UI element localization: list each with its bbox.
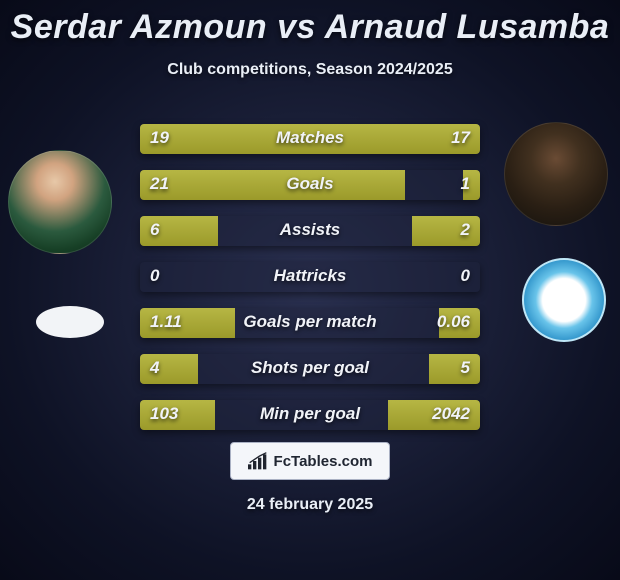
metric-value-left: 4 bbox=[150, 358, 159, 378]
metric-row: Goals21 1 bbox=[140, 170, 480, 200]
metric-value-right: 0 bbox=[461, 266, 470, 286]
comparison-card: Serdar Azmoun vs Arnaud Lusamba Club com… bbox=[0, 0, 620, 580]
metric-value-right: 2042 bbox=[432, 404, 470, 424]
metric-value-left: 6 bbox=[150, 220, 159, 240]
metric-label: Goals per match bbox=[140, 312, 480, 332]
subtitle: Club competitions, Season 2024/2025 bbox=[0, 61, 620, 79]
metric-value-right: 1 bbox=[461, 174, 470, 194]
metric-value-right: 0.06 bbox=[437, 312, 470, 332]
metric-row: Hattricks0 0 bbox=[140, 262, 480, 292]
player-left-avatar bbox=[8, 150, 112, 254]
metric-value-left: 19 bbox=[150, 128, 169, 148]
metric-label: Hattricks bbox=[140, 266, 480, 286]
metric-value-left: 1.11 bbox=[150, 312, 182, 332]
metric-label: Min per goal bbox=[140, 404, 480, 424]
metric-row: Min per goal103 2042 bbox=[140, 400, 480, 430]
metric-value-left: 0 bbox=[150, 266, 159, 286]
metric-value-left: 21 bbox=[150, 174, 169, 194]
metric-row: Goals per match1.11 0.06 bbox=[140, 308, 480, 338]
metric-label: Assists bbox=[140, 220, 480, 240]
metric-value-right: 5 bbox=[461, 358, 470, 378]
metric-value-right: 2 bbox=[461, 220, 470, 240]
player-right-avatar bbox=[504, 122, 608, 226]
metric-value-right: 17 bbox=[451, 128, 470, 148]
metrics-container: Matches19 17 Goals21 1 Assists6 2 Hattricks0 0 G… bbox=[140, 124, 480, 446]
source-label: FcTables.com bbox=[274, 453, 373, 470]
page-title: Serdar Azmoun vs Arnaud Lusamba bbox=[0, 0, 620, 47]
club-right-badge bbox=[522, 258, 606, 342]
metric-row: Shots per goal4 5 bbox=[140, 354, 480, 384]
metric-label: Goals bbox=[140, 174, 480, 194]
metric-label: Shots per goal bbox=[140, 358, 480, 378]
metric-value-left: 103 bbox=[150, 404, 178, 424]
metric-label: Matches bbox=[140, 128, 480, 148]
club-left-badge bbox=[36, 306, 104, 338]
fctables-logo-icon bbox=[248, 452, 268, 470]
date-label: 24 february 2025 bbox=[0, 496, 620, 514]
metric-row: Matches19 17 bbox=[140, 124, 480, 154]
metric-row: Assists6 2 bbox=[140, 216, 480, 246]
source-badge: FcTables.com bbox=[230, 442, 390, 480]
